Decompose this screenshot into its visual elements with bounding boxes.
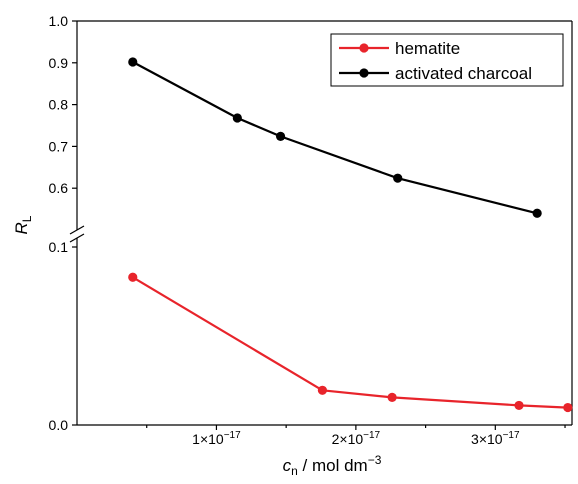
legend-box (330, 33, 564, 87)
x-tick-label-2: 2×10−17 (332, 430, 381, 447)
x-tick-label-mantissa: 1×10 (192, 431, 224, 447)
data-point-hematite-3 (387, 392, 397, 403)
y-upper-tick-label-0.7: 0.7 (49, 138, 69, 154)
data-point-activated-charcoal-1 (128, 57, 138, 67)
legend-marker-hematite (359, 43, 369, 53)
data-point-activated-charcoal-4 (393, 173, 403, 183)
x-tick-label-exponent: −17 (363, 430, 380, 441)
data-point-activated-charcoal-2 (232, 113, 242, 123)
series-line-hematite (132, 276, 568, 409)
x-axis-title-superscript: −3 (368, 453, 382, 467)
data-point-hematite-5 (563, 402, 573, 413)
data-point-hematite-2 (317, 385, 328, 395)
y-axis-title-symbol: R (12, 222, 31, 234)
legend: hematite activated charcoal (330, 33, 564, 87)
x-axis-title-units: / mol dm (298, 456, 368, 475)
y-axis-title: RL (12, 215, 34, 234)
x-axis-title-subscript: n (291, 464, 298, 478)
y-upper-tick-label-0.8: 0.8 (49, 97, 69, 113)
y-upper-tick-label-1.0: 1.0 (49, 13, 69, 29)
y-axis-title-subscript: L (20, 215, 34, 222)
break-mark-upper (69, 225, 85, 235)
x-tick-label-mantissa: 3×10 (471, 431, 503, 447)
x-axis-title: cn / mol dm−3 (283, 453, 382, 478)
break-mark-lower (69, 233, 85, 243)
legend-marker-activated-charcoal (359, 68, 369, 78)
x-tick-label-exponent: −17 (503, 430, 520, 441)
y-upper-tick-label-0.6: 0.6 (49, 180, 69, 196)
y-lower-tick-label-0.0: 0.0 (49, 417, 69, 433)
y-axis-ticks: 0.6 0.7 0.8 0.9 1.0 0.0 0.1 (49, 13, 77, 433)
x-tick-label-1: 1×10−17 (192, 430, 241, 447)
x-axis-ticks: 1×10−17 2×10−17 3×10−17 (146, 425, 566, 447)
x-tick-label-3: 3×10−17 (471, 430, 520, 447)
data-point-hematite-4 (514, 400, 524, 411)
legend-label-activated-charcoal: activated charcoal (395, 64, 532, 83)
y-upper-tick-label-0.9: 0.9 (49, 55, 69, 71)
x-tick-label-exponent: −17 (224, 430, 241, 441)
data-point-activated-charcoal-3 (275, 131, 286, 141)
data-point-activated-charcoal-5 (532, 208, 542, 218)
y-axis-break-marks (69, 225, 85, 243)
plot-frame (76, 20, 573, 426)
legend-label-hematite: hematite (395, 39, 460, 58)
series-layer (128, 57, 573, 413)
y-lower-tick-label-0.1: 0.1 (49, 239, 69, 255)
data-point-hematite-1 (128, 272, 138, 282)
x-tick-label-mantissa: 2×10 (332, 431, 364, 447)
x-axis-title-symbol: c (283, 456, 292, 475)
